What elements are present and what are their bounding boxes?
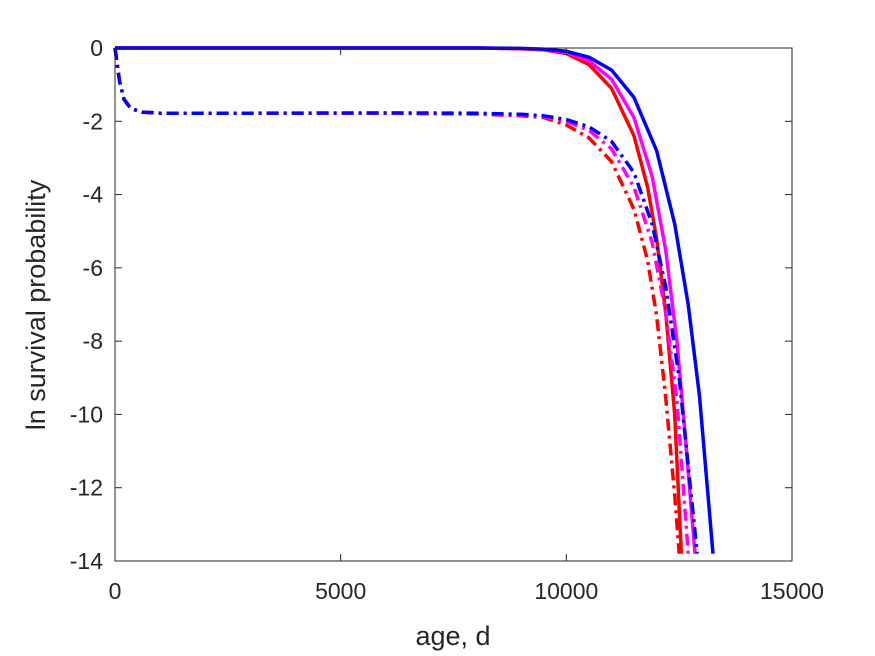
- y-tick-label: -6: [83, 255, 103, 281]
- y-tick-label: -8: [83, 328, 103, 354]
- series-line-4: [113, 47, 681, 554]
- y-axis-label: ln survival probability: [21, 179, 51, 430]
- axes-frame: [114, 47, 793, 562]
- y-tick-label: -2: [83, 108, 103, 134]
- series-line-2: [115, 46, 697, 554]
- x-tick-label: 0: [109, 578, 122, 604]
- series-line-3: [115, 46, 715, 554]
- y-tick-label: -12: [70, 475, 103, 501]
- x-tick-label: 5000: [315, 578, 366, 604]
- x-tick-label: 10000: [534, 578, 598, 604]
- x-tick-label: 15000: [760, 578, 824, 604]
- series-line-6: [113, 47, 699, 554]
- tick-layer: 0 5000 10000 15000 0 -2 -4 -6 -8 -10 -12 -14: [70, 35, 824, 604]
- y-tick-label: 0: [90, 35, 103, 61]
- x-axis-label: age, d: [415, 621, 490, 651]
- series-layer: [113, 46, 715, 554]
- y-tick-label: -10: [70, 401, 103, 427]
- y-tick-label: -14: [70, 548, 103, 574]
- series-line-5: [113, 47, 690, 554]
- series-line-1: [115, 46, 684, 554]
- y-tick-label: -4: [83, 182, 104, 208]
